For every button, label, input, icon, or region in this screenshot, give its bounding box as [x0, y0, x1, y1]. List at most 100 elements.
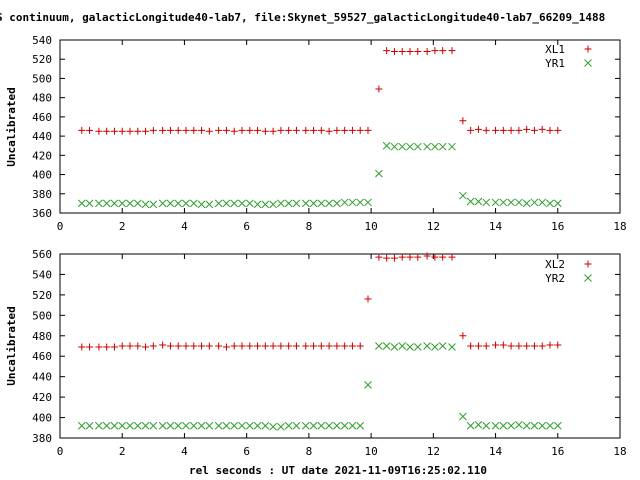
data-point: [348, 421, 357, 430]
data-point: [261, 200, 270, 209]
data-point: [448, 343, 456, 351]
data-point: [474, 420, 483, 429]
data-point: [222, 421, 231, 430]
data-point: [246, 126, 254, 134]
data-point: [499, 341, 507, 349]
data-point: [530, 198, 539, 207]
data-point: [530, 421, 539, 430]
data-point: [492, 126, 500, 134]
data-point: [364, 295, 372, 303]
data-point: [530, 342, 538, 350]
data-point: [515, 342, 523, 350]
data-point: [310, 126, 318, 134]
data-point: [95, 127, 103, 135]
data-point: [238, 199, 246, 208]
data-point: [205, 127, 213, 135]
data-point: [474, 125, 482, 133]
data-point: [317, 199, 326, 208]
data-point: [530, 126, 538, 134]
data-point: [515, 126, 523, 134]
x-tick-label: 16: [551, 445, 564, 458]
data-point: [78, 343, 86, 351]
data-point: [356, 421, 365, 430]
data-point: [85, 421, 94, 430]
data-point: [142, 343, 150, 351]
data-point: [182, 126, 190, 134]
data-point: [182, 421, 190, 430]
legend-marker: [584, 59, 592, 67]
data-point: [230, 199, 239, 208]
x-tick-label: 2: [119, 445, 126, 458]
data-point: [398, 253, 406, 261]
x-tick-label: 4: [181, 445, 188, 458]
data-point: [546, 341, 554, 349]
data-point: [492, 341, 500, 349]
data-point: [383, 254, 391, 262]
y-tick-label: 440: [32, 130, 52, 143]
data-point: [414, 253, 422, 261]
data-point: [110, 421, 119, 430]
data-point: [364, 380, 372, 389]
x-tick-label: 10: [364, 445, 377, 458]
data-point: [390, 254, 398, 262]
data-point: [126, 199, 134, 208]
data-point: [292, 421, 301, 430]
data-point: [499, 126, 507, 134]
data-point: [254, 126, 262, 134]
x-tick-label: 18: [613, 445, 626, 458]
data-point: [182, 342, 190, 350]
x-tick-label: 2: [119, 220, 126, 233]
y-tick-label: 540: [32, 34, 52, 47]
data-point: [159, 126, 167, 134]
data-point: [102, 199, 111, 208]
data-point: [134, 127, 142, 135]
data-point: [423, 48, 431, 56]
data-point: [95, 199, 103, 208]
data-point: [325, 342, 333, 350]
x-tick-label: 14: [489, 445, 503, 458]
y-tick-label: 420: [32, 391, 52, 404]
y-tick-label: 460: [32, 350, 52, 363]
y-tick-label: 400: [32, 169, 52, 182]
x-tick-label: 18: [613, 220, 626, 233]
data-point: [413, 343, 422, 351]
data-point: [174, 342, 182, 350]
data-point: [86, 343, 94, 351]
y-tick-label: 480: [32, 92, 52, 105]
data-point: [158, 199, 167, 208]
data-point: [439, 47, 447, 55]
data-point: [159, 341, 167, 349]
data-point: [333, 342, 341, 350]
y-tick-label: 460: [32, 111, 52, 124]
data-point: [499, 421, 508, 430]
data-point: [261, 127, 269, 135]
data-point: [398, 342, 407, 350]
data-point: [269, 422, 277, 431]
data-point: [78, 126, 86, 134]
data-point: [292, 126, 300, 134]
data-point: [230, 342, 238, 350]
data-point: [459, 332, 467, 340]
data-point: [269, 200, 277, 209]
data-point: [238, 421, 246, 430]
data-point: [205, 421, 214, 430]
data-point: [222, 199, 231, 208]
data-point: [317, 342, 325, 350]
data-point: [126, 421, 134, 430]
bottom-plot-panel: 0 2 4 6 8 10 12 14 16 18 380 400 420 440 460 480 500 520 5…: [5, 248, 627, 458]
data-point: [553, 199, 562, 208]
data-point: [375, 342, 383, 350]
data-point: [205, 200, 214, 209]
data-point: [398, 48, 406, 56]
data-point: [459, 412, 467, 421]
data-point: [118, 199, 127, 208]
y-axis-label: Uncalibrated: [5, 87, 18, 166]
data-point: [333, 421, 341, 430]
y-tick-label: 380: [32, 188, 52, 201]
data-point: [538, 198, 547, 207]
data-point: [253, 200, 262, 209]
data-point: [383, 47, 391, 55]
data-point: [215, 126, 223, 134]
x-tick-label: 10: [364, 220, 377, 233]
data-point: [325, 421, 333, 430]
